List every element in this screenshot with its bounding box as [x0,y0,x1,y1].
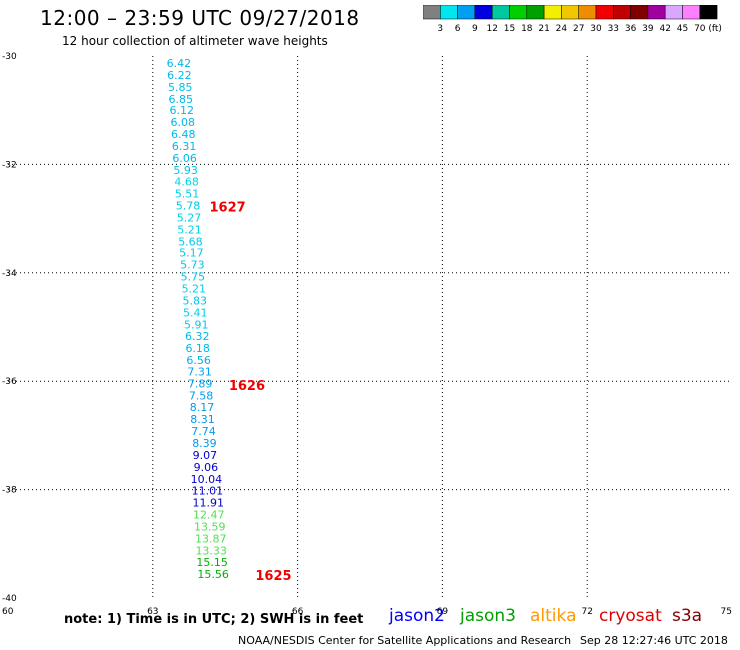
page-title: 12:00 – 23:59 UTC 09/27/2018 [40,6,360,30]
satellite-legend-altika: altika [530,606,577,626]
footer-note: note: 1) Time is in UTC; 2) SWH is in fe… [64,612,364,627]
colorbar-label: 24 [556,24,568,34]
wave-height-point: 5.17 [179,247,204,260]
wave-height-point: 6.42 [167,57,192,70]
x-tick-label: 69 [437,607,449,617]
wave-height-point: 9.07 [193,449,218,462]
x-tick-label: 60 [2,607,14,617]
wave-height-point: 12.47 [193,509,225,522]
colorbar-label: 18 [521,24,533,34]
wave-height-point: 15.56 [197,568,229,581]
wave-height-point: 6.12 [170,104,195,117]
wave-height-point: 10.04 [191,473,223,486]
x-tick-label: 75 [721,607,732,617]
x-tick-label: 72 [581,607,592,617]
pass-label: 1626 [229,379,265,394]
colorbar-label: 45 [677,24,688,34]
wave-height-point: 5.21 [177,223,202,236]
wave-height-point: 7.58 [189,389,214,402]
colorbar-label: 36 [625,24,637,34]
wave-height-point: 8.31 [190,413,215,426]
wave-height-point: 5.93 [173,164,198,177]
wave-height-point: 6.48 [171,128,196,141]
satellite-legend-cryosat: cryosat [599,606,662,626]
wave-height-point: 4.68 [174,176,199,189]
colorbar-label: 33 [608,24,619,34]
wave-height-point: 7.89 [188,377,213,390]
pass-label: 1625 [255,569,291,584]
colorbar-label: 12 [486,24,497,34]
wave-height-point: 5.78 [176,200,201,213]
wave-height-point: 5.91 [184,318,209,331]
colorbar-label: 39 [642,24,654,34]
wave-height-point: 5.41 [183,306,208,319]
wave-height-point: 11.91 [193,497,225,510]
wave-height-point: 7.31 [187,365,212,378]
wave-height-point: 5.75 [181,271,206,284]
color-scale-legend: 3 6 9 12 15 18 21 24 27 30 33 36 39 42 45 70 (ft) [423,5,722,34]
colorbar-label: 15 [504,24,515,34]
wave-height-point: 6.22 [167,69,192,82]
wave-height-point: 5.68 [178,235,203,248]
wave-height-point: 5.85 [168,81,193,94]
pass-label: 1627 [210,201,246,216]
wave-height-point: 13.33 [195,544,227,557]
colorbar-label: 30 [590,24,602,34]
y-tick-label: -36 [2,377,17,387]
wave-height-point: 5.83 [183,294,208,307]
wave-height-point: 8.39 [192,437,217,450]
colorbar-label: 42 [659,24,670,34]
satellite-legend-jason2: jason2 [389,606,445,626]
credit-text: NOAA/NESDIS Center for Satellite Applica… [238,634,572,647]
wave-height-point: 15.15 [196,556,228,569]
x-tick-label: 66 [292,607,304,617]
wave-height-point: 6.08 [170,116,195,129]
satellite-legend-s3a: s3a [672,606,703,626]
y-tick-label: -30 [2,52,17,62]
colorbar-label: 27 [573,24,584,34]
color-swatch [699,5,718,20]
timestamp-text: Sep 28 12:27:46 UTC 2018 [580,634,728,647]
colorbar-label: 70 [694,24,706,34]
satellite-legend-jason3: jason3 [460,606,516,626]
y-tick-label: -40 [2,594,17,604]
wave-height-point: 8.17 [190,401,215,414]
colorbar-label: 6 [455,24,461,34]
wave-height-point: 5.21 [182,283,207,296]
colorbar-label: 3 [437,24,443,34]
wave-height-point: 5.73 [180,259,205,272]
page-subtitle: 12 hour collection of altimeter wave hei… [62,34,328,48]
wave-height-point: 13.87 [195,532,227,545]
colorbar-label: 21 [538,24,549,34]
wave-height-point: 6.06 [172,152,197,165]
x-tick-label: 63 [147,607,158,617]
colorbar-unit: (ft) [708,24,722,34]
wave-height-point: 6.56 [186,354,211,367]
y-tick-label: -34 [2,269,17,279]
wave-height-point: 6.18 [185,342,210,355]
wave-height-point: 6.31 [172,140,197,153]
y-tick-label: -38 [2,486,17,496]
wave-height-point: 7.74 [191,425,216,438]
wave-height-point: 6.32 [185,330,210,343]
wave-height-point: 11.01 [192,485,224,498]
wave-height-point: 6.85 [169,93,194,106]
wave-height-point: 5.27 [177,212,202,225]
y-tick-label: -32 [2,160,17,170]
wave-height-point: 9.06 [194,461,219,474]
colorbar-label: 9 [472,24,478,34]
wave-height-point: 13.59 [194,520,226,533]
wave-height-point: 5.51 [175,188,200,201]
